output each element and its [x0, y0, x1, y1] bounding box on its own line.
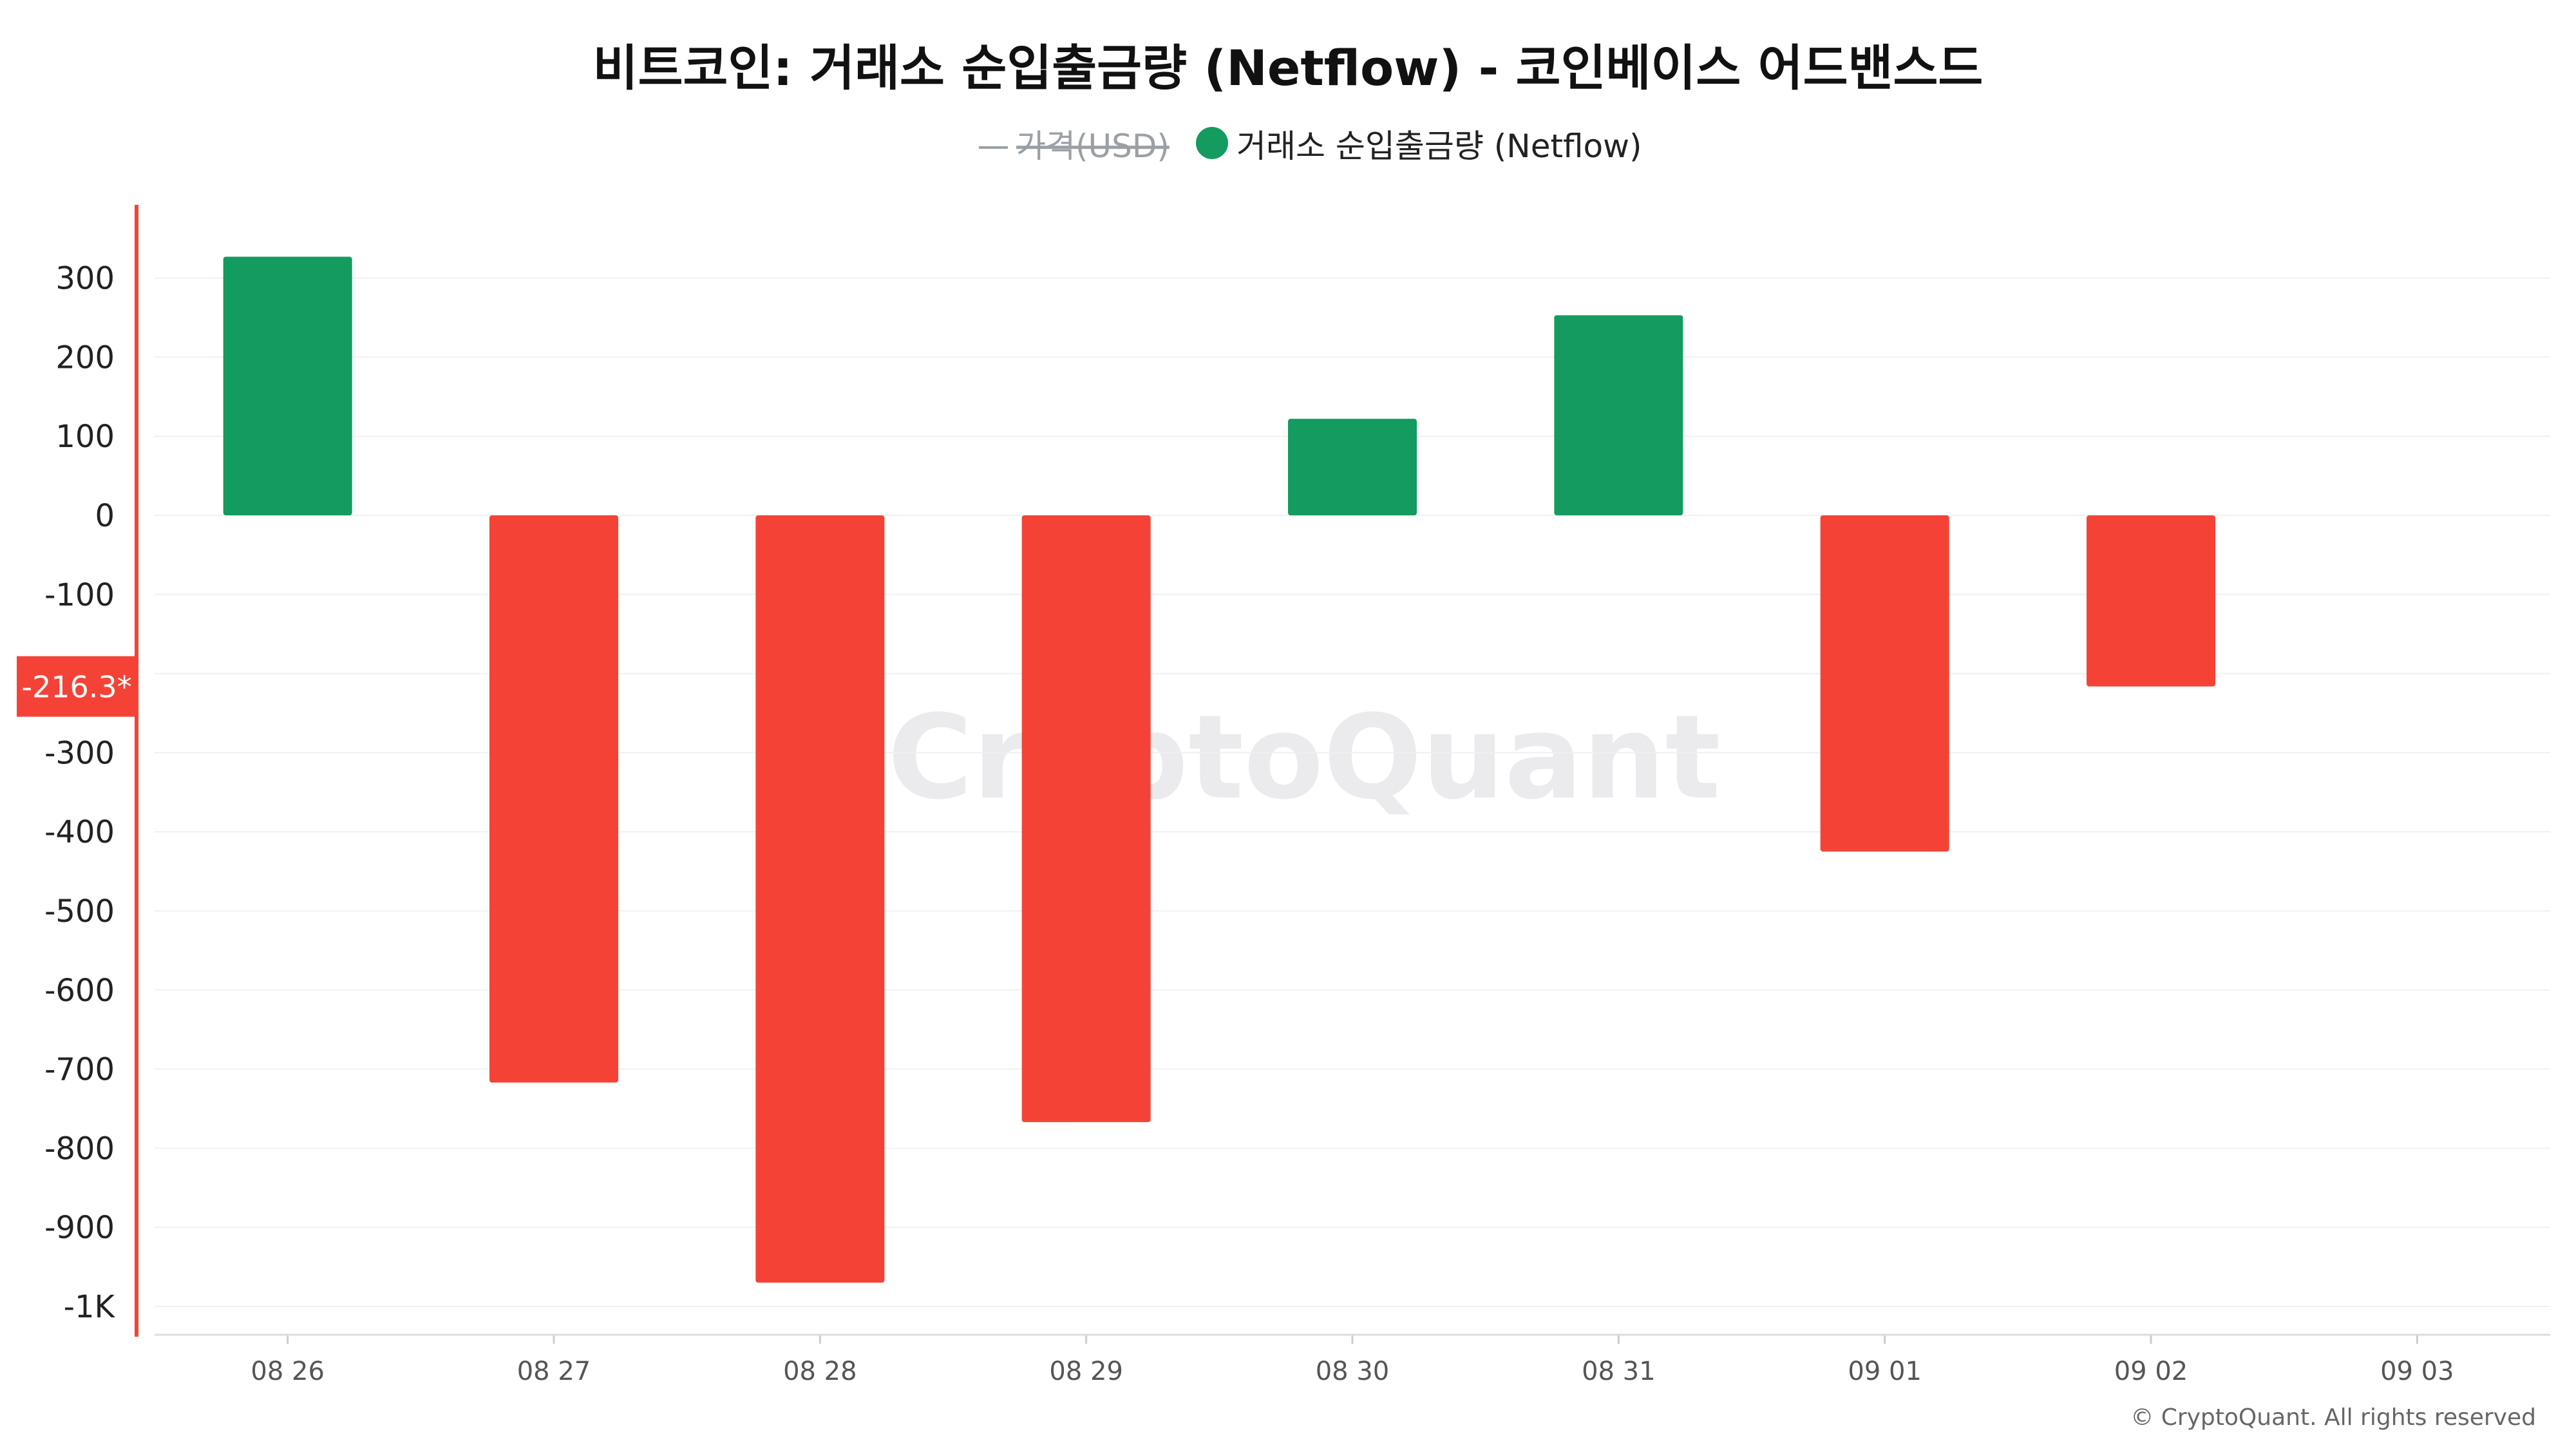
- bar-08-26[interactable]: [223, 256, 352, 515]
- legend-label-netflow: 거래소 순입출금량 (Netflow): [1236, 128, 1642, 165]
- x-tick-label: 09 01: [1848, 1357, 1922, 1386]
- y-tick-label: -1K: [64, 1289, 116, 1325]
- current-value-label: -216.3*: [21, 670, 131, 705]
- bar-09-01[interactable]: [1820, 515, 1949, 852]
- x-tick-label: 09 02: [2114, 1357, 2188, 1386]
- bar-09-02[interactable]: [2087, 515, 2215, 687]
- y-axis-ticks: 300 200 100 0 -100 -300 -400 -500 -600 -700 -800 -9…: [44, 261, 115, 1325]
- chart-title: 비트코인: 거래소 순입출금량 (Netflow) - 코인베이스 어드밴스드: [593, 39, 1984, 97]
- x-tick-label: 08 27: [517, 1357, 591, 1386]
- y-tick-label: 100: [55, 419, 115, 455]
- watermark: CryptoQuant: [887, 691, 1721, 825]
- y-tick-label: -400: [44, 814, 115, 850]
- x-tick-label: 08 28: [783, 1357, 857, 1386]
- y-tick-label: 0: [95, 498, 115, 534]
- bars: [223, 256, 2215, 1283]
- bar-08-29[interactable]: [1021, 515, 1151, 1122]
- x-tick-label: 08 26: [251, 1357, 325, 1386]
- x-axis-ticks: 08 26 08 27 08 28 08 29 08 30 08 31 09 01 09 02…: [251, 1335, 2454, 1386]
- bar-08-30[interactable]: [1288, 419, 1417, 515]
- x-tick-label: 08 30: [1316, 1357, 1390, 1386]
- copyright-text: © CryptoQuant. All rights reserved: [2130, 1404, 2536, 1431]
- y-tick-label: -700: [44, 1052, 115, 1088]
- x-tick-label: 09 03: [2380, 1357, 2454, 1386]
- y-tick-label: -100: [44, 577, 115, 613]
- y-tick-label: -900: [44, 1210, 115, 1246]
- current-value-box: [17, 656, 137, 717]
- bar-08-28[interactable]: [755, 515, 885, 1283]
- y-tick-label: -300: [44, 735, 115, 771]
- legend-dot-marker: [1196, 127, 1228, 159]
- legend-item-price[interactable]: 가격(USD): [979, 128, 1170, 165]
- y-tick-label: -600: [44, 973, 115, 1009]
- bar-08-27[interactable]: [489, 515, 618, 1083]
- legend-item-netflow[interactable]: 거래소 순입출금량 (Netflow): [1196, 127, 1642, 165]
- y-tick-label: -500: [44, 893, 115, 930]
- x-tick-label: 08 31: [1582, 1357, 1656, 1386]
- bar-08-31[interactable]: [1554, 315, 1683, 515]
- legend: 가격(USD) 거래소 순입출금량 (Netflow): [979, 127, 1642, 165]
- x-tick-label: 08 29: [1049, 1357, 1123, 1386]
- current-value-marker: -216.3*: [17, 656, 137, 717]
- y-tick-label: 300: [55, 261, 115, 297]
- y-tick-label: -800: [44, 1131, 115, 1167]
- y-tick-label: 200: [55, 339, 115, 376]
